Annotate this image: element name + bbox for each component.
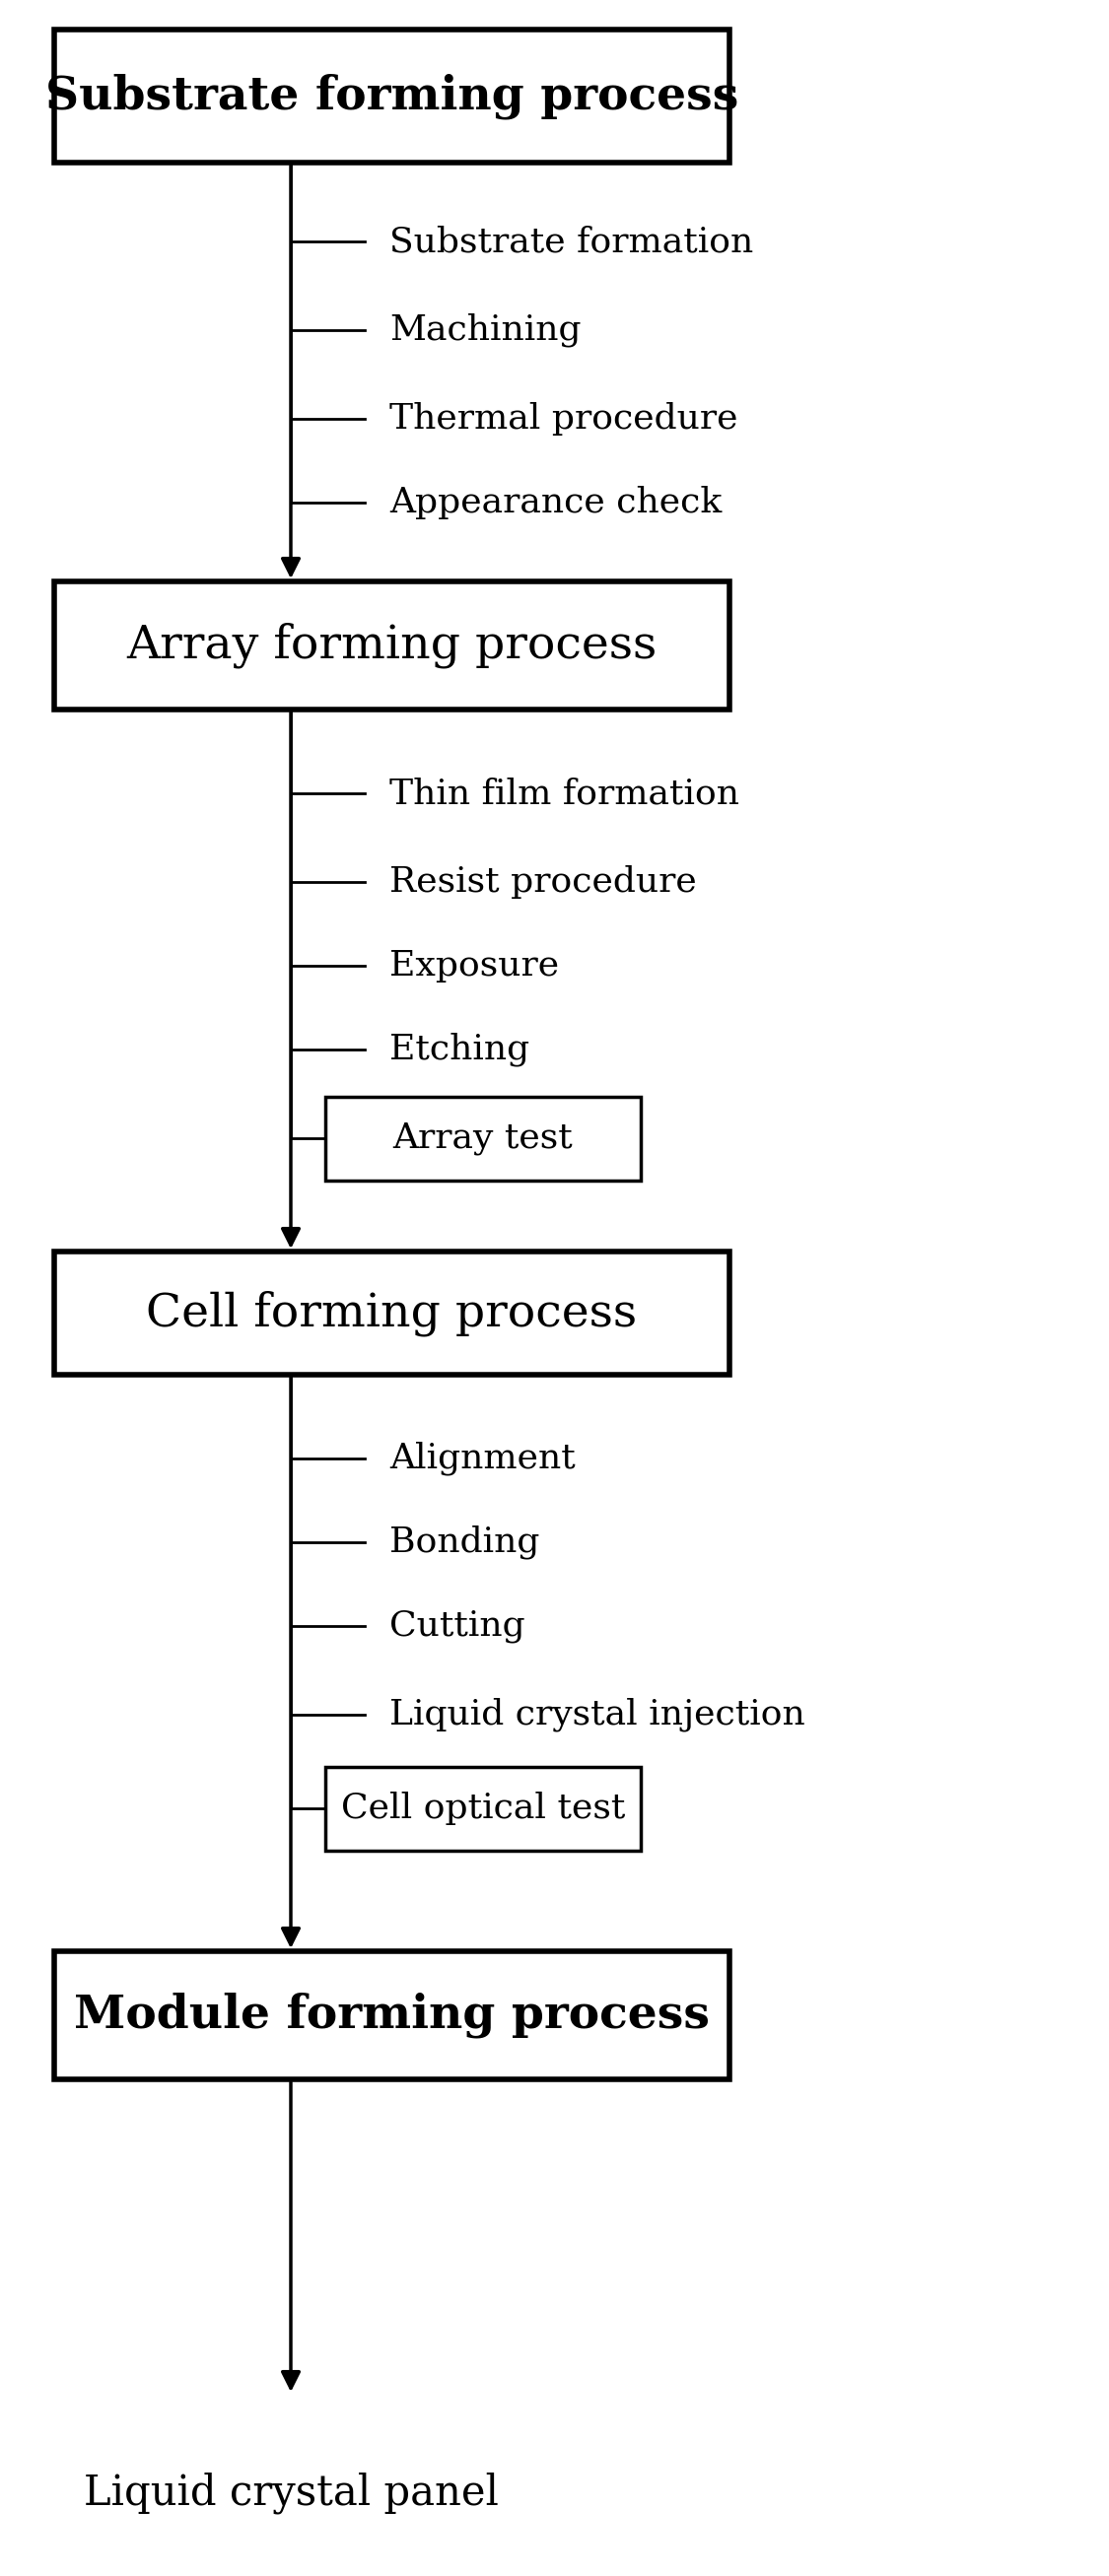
Text: Substrate forming process: Substrate forming process [45,72,739,118]
Text: Bonding: Bonding [389,1525,540,1558]
Text: Exposure: Exposure [389,948,559,981]
Text: Substrate formation: Substrate formation [389,224,753,258]
Text: Appearance check: Appearance check [389,487,722,520]
Text: Array test: Array test [393,1121,573,1154]
Bar [325,1097,641,1180]
Text: Thermal procedure: Thermal procedure [389,402,737,435]
Text: Array forming process: Array forming process [126,623,658,667]
Bar [325,1767,641,1850]
Bar [54,28,730,162]
Text: Thin film formation: Thin film formation [389,775,740,809]
Text: Cell optical test: Cell optical test [340,1790,625,1824]
Text: Cutting: Cutting [389,1610,525,1643]
Text: Alignment: Alignment [389,1443,576,1476]
Bar [54,1252,730,1376]
Text: Cell forming process: Cell forming process [146,1291,638,1337]
Text: Etching: Etching [389,1033,529,1066]
Bar [54,1950,730,2079]
Bar [54,582,730,708]
Text: Machining: Machining [389,314,581,348]
Text: Module forming process: Module forming process [74,1991,710,2038]
Text: Liquid crystal panel: Liquid crystal panel [83,2473,498,2514]
Text: Resist procedure: Resist procedure [389,866,696,899]
Text: Liquid crystal injection: Liquid crystal injection [389,1698,805,1731]
